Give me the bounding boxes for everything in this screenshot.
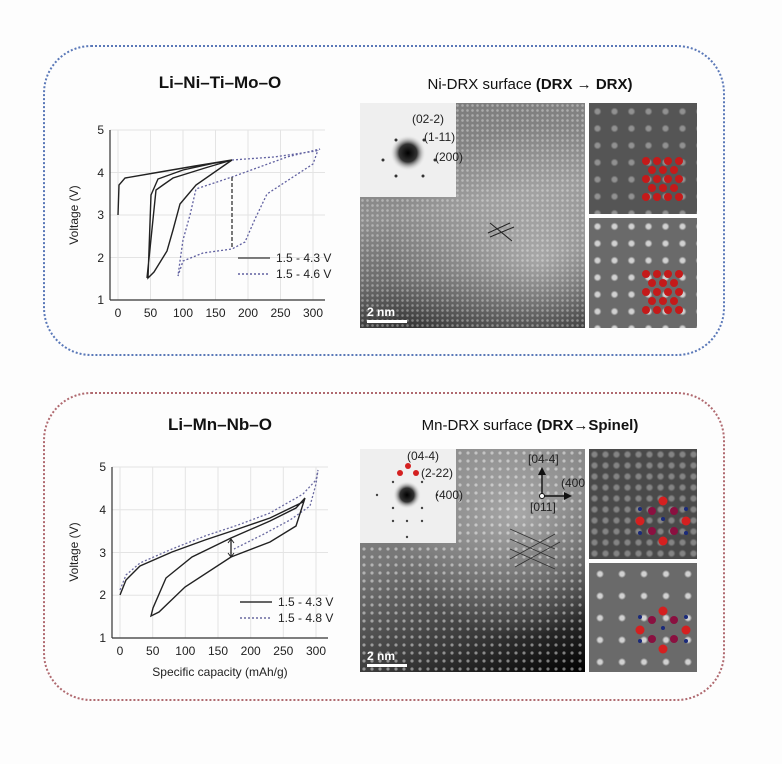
- svg-text:200: 200: [241, 644, 261, 658]
- svg-text:2: 2: [97, 251, 104, 265]
- svg-text:1: 1: [97, 293, 104, 307]
- fft-label-2-22: (2-22): [421, 466, 453, 480]
- mn-drx-atom-overlay-top: [635, 496, 691, 546]
- dir-label-400: (400): [561, 476, 585, 490]
- svg-text:250: 250: [273, 644, 293, 658]
- svg-text:4: 4: [97, 166, 104, 180]
- svg-text:Voltage (V): Voltage (V): [67, 185, 81, 244]
- x-axis-label: Specific capacity (mAh/g): [152, 665, 287, 679]
- bottom-scale-bar: 2 nm: [367, 649, 407, 667]
- bottom-voltage-chart: 5 4 3 2 1 0 50 100 150 200 250 300 Voltage (V) Spe…: [67, 460, 333, 679]
- mn-drx-experimental-inset: [589, 449, 697, 559]
- fft-label-1-11: (1-11): [424, 130, 455, 144]
- svg-text:300: 300: [306, 644, 326, 658]
- legend-4-3: 1.5 - 4.3 V: [276, 251, 331, 265]
- mn-drx-hrtem-image: [04-4] (400) [011]: [360, 449, 585, 672]
- ni-drx-simulated-inset: [589, 218, 697, 328]
- mn-drx-simulated-inset: [589, 563, 697, 672]
- bottom-chart-title: Li–Mn–Nb–O: [168, 415, 272, 434]
- mn-drx-fft-inset: (04-4) (2-22) (400): [360, 449, 463, 543]
- ni-drx-fft-inset: (02-2) (1-11) (200): [360, 103, 463, 197]
- legend-4-6: 1.5 - 4.6 V: [276, 267, 331, 281]
- ni-drx-panel: [43, 45, 725, 356]
- mn-drx-overlays: [04-4] (400) [011]: [509, 452, 585, 570]
- svg-text:5: 5: [97, 123, 104, 137]
- top-image-title-prefix: Ni-DRX surface: [427, 76, 536, 93]
- svg-text:1: 1: [99, 631, 106, 645]
- svg-text:100: 100: [175, 644, 195, 658]
- svg-text:300: 300: [303, 306, 323, 320]
- svg-text:150: 150: [208, 644, 228, 658]
- fft-label-02-2: (02-2): [412, 112, 444, 126]
- dir-label-04-4: [04-4]: [528, 452, 559, 466]
- svg-text:3: 3: [99, 546, 106, 560]
- fft-label-04-4: (04-4): [407, 449, 439, 463]
- ni-drx-atom-overlay-top: [642, 157, 683, 201]
- svg-text:50: 50: [144, 306, 158, 320]
- fft-label-200: (200): [435, 150, 463, 164]
- top-image-title: Ni-DRX surface (DRX → DRX): [360, 76, 700, 93]
- legend-4-8-bottom: 1.5 - 4.8 V: [278, 611, 333, 625]
- bottom-image-title-bold: (DRX→Spinel): [536, 417, 639, 434]
- legend-4-3-bottom: 1.5 - 4.3 V: [278, 595, 333, 609]
- top-image-title-bold: (DRX → DRX): [535, 76, 633, 93]
- svg-text:0: 0: [115, 306, 122, 320]
- top-chart-title: Li–Ni–Ti–Mo–O: [158, 73, 282, 92]
- bottom-image-title-prefix: Mn-DRX surface: [421, 417, 537, 434]
- top-voltage-chart: 5 4 3 2 1 0 50 100 150 200 250 300 Voltage (V) 1.5…: [67, 123, 331, 320]
- svg-text:3: 3: [97, 208, 104, 222]
- svg-text:4: 4: [99, 503, 106, 517]
- svg-text:2: 2: [99, 588, 106, 602]
- lattice-marker-cross: [487, 222, 515, 242]
- svg-text:100: 100: [173, 306, 193, 320]
- mn-drx-panel: [43, 392, 725, 701]
- svg-text:250: 250: [270, 306, 290, 320]
- dir-label-011: [011]: [530, 500, 556, 514]
- svg-text:200: 200: [238, 306, 258, 320]
- mn-drx-atom-overlay-bottom: [635, 606, 691, 654]
- svg-text:50: 50: [146, 644, 160, 658]
- fft-label-400: (400): [435, 488, 463, 502]
- bottom-image-title: Mn-DRX surface (DRX→Spinel): [360, 417, 700, 434]
- top-scale-bar: 2 nm: [367, 305, 407, 323]
- ni-drx-atom-overlay-bottom: [642, 270, 683, 314]
- svg-text:150: 150: [205, 306, 225, 320]
- svg-text:5: 5: [99, 460, 106, 474]
- svg-text:Voltage (V): Voltage (V): [67, 522, 81, 581]
- svg-text:0: 0: [117, 644, 124, 658]
- ni-drx-experimental-inset: [589, 103, 697, 214]
